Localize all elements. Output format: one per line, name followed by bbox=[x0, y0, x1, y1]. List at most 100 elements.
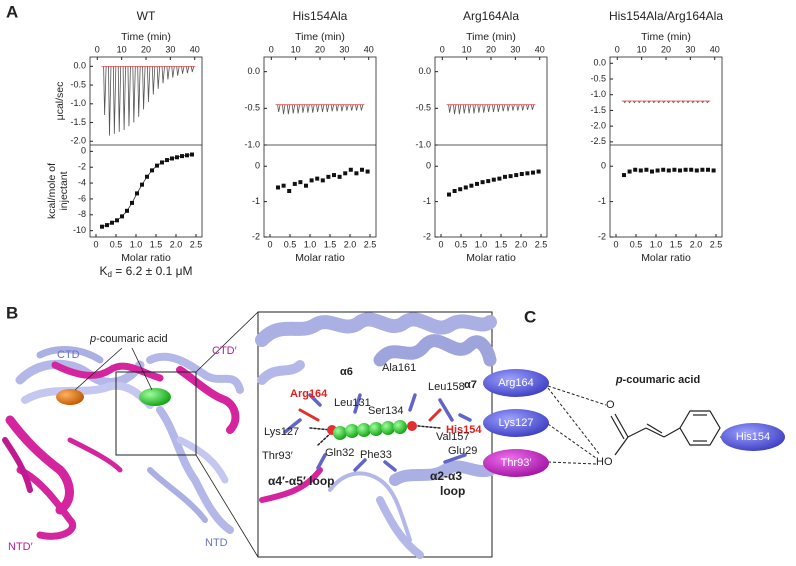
injection-peak bbox=[325, 104, 330, 113]
data-point bbox=[514, 173, 519, 178]
x-tick-label: 0 bbox=[95, 44, 100, 54]
inset-label: Thr93′ bbox=[262, 450, 293, 462]
pointer bbox=[131, 347, 153, 391]
pointer bbox=[74, 347, 123, 391]
injection-peak bbox=[132, 66, 136, 123]
data-point bbox=[170, 156, 174, 161]
inset-label: Gln32 bbox=[325, 447, 354, 459]
data-point bbox=[683, 167, 688, 172]
injection-peak bbox=[286, 104, 291, 115]
injection-peak bbox=[277, 104, 281, 113]
y-tick-label: 0.0 bbox=[418, 66, 431, 76]
injection-peak bbox=[161, 66, 165, 84]
decoration bbox=[283, 393, 472, 472]
scheme-title-text: -coumaric acid bbox=[623, 374, 701, 386]
injection-peak bbox=[667, 100, 671, 104]
decoration bbox=[407, 421, 417, 431]
data-point bbox=[638, 168, 643, 173]
x-tick-label: 1.0 bbox=[650, 239, 663, 249]
plot-frame bbox=[89, 56, 203, 238]
x-tick-label: 1.5 bbox=[495, 239, 508, 249]
x-tick-label: 2.5 bbox=[710, 239, 723, 249]
injection-peak bbox=[122, 66, 126, 131]
decoration bbox=[259, 467, 323, 503]
y-tick-label: -8 bbox=[78, 209, 86, 219]
axis-title: μcal/sec bbox=[54, 82, 66, 121]
x-tick-label: 1.5 bbox=[324, 239, 337, 249]
injection-peak bbox=[681, 100, 685, 104]
decoration bbox=[376, 496, 424, 559]
data-point bbox=[110, 220, 114, 225]
injection-peak bbox=[637, 100, 642, 104]
fit-curve bbox=[101, 154, 193, 228]
data-point bbox=[120, 214, 124, 219]
x-tick-label: 40 bbox=[535, 44, 545, 54]
panel-label: C bbox=[524, 307, 536, 326]
decoration bbox=[139, 388, 171, 406]
data-point bbox=[633, 167, 638, 172]
injection-peak bbox=[151, 66, 156, 95]
decoration bbox=[56, 389, 84, 405]
injection-peak bbox=[156, 66, 161, 89]
injection-peak bbox=[340, 104, 344, 112]
data-point bbox=[480, 180, 485, 185]
residue-ellipse bbox=[721, 423, 785, 451]
decoration bbox=[357, 423, 371, 437]
panel-label: B bbox=[6, 303, 18, 322]
injection-peak bbox=[291, 104, 296, 114]
injection-peak bbox=[477, 104, 481, 113]
data-point bbox=[706, 167, 710, 172]
x-tick-label: 1.5 bbox=[150, 239, 163, 249]
injection-peak bbox=[457, 104, 462, 115]
inset-label: α7 bbox=[464, 379, 477, 391]
injection-peak bbox=[530, 104, 535, 110]
y-tick-label: 0.0 bbox=[247, 66, 260, 76]
data-point bbox=[497, 176, 502, 181]
italic-p: p bbox=[89, 333, 96, 345]
decoration bbox=[610, 415, 625, 440]
plot-title: His154Ala/Arg164Ala bbox=[609, 9, 723, 23]
data-point bbox=[298, 180, 303, 185]
y-tick-label: -0.5 bbox=[590, 73, 606, 83]
axis-title: Time (min) bbox=[295, 31, 345, 43]
data-point bbox=[190, 152, 194, 157]
data-point bbox=[469, 183, 474, 188]
injection-peak bbox=[117, 66, 122, 132]
plot-title: WT bbox=[137, 9, 156, 23]
axis-title: Molar ratio bbox=[295, 252, 345, 264]
data-point bbox=[525, 171, 530, 176]
injection-peak bbox=[472, 104, 476, 114]
injection-peak bbox=[657, 100, 661, 104]
data-point bbox=[115, 218, 119, 223]
data-point bbox=[155, 163, 159, 168]
x-tick-label: 10 bbox=[291, 44, 301, 54]
hbond bbox=[547, 387, 601, 456]
data-point bbox=[365, 169, 370, 174]
decoration bbox=[663, 427, 681, 438]
injection-peak bbox=[482, 104, 486, 113]
injection-peak bbox=[706, 100, 710, 104]
y-tick-label: -2.5 bbox=[590, 136, 606, 146]
injection-peak bbox=[633, 100, 637, 104]
injection-peak bbox=[642, 100, 646, 104]
data-point bbox=[672, 167, 677, 172]
injection-peak bbox=[282, 104, 286, 115]
data-point bbox=[140, 182, 144, 187]
scheme-title: p-coumaric acid bbox=[615, 374, 700, 386]
injection-peak bbox=[647, 100, 651, 104]
decoration bbox=[381, 421, 395, 435]
inset-structure bbox=[255, 312, 497, 559]
data-point bbox=[627, 169, 632, 174]
x-tick-label: 0.5 bbox=[110, 239, 123, 249]
injection-peak bbox=[176, 66, 180, 76]
data-point bbox=[689, 167, 694, 172]
injection-peak bbox=[190, 66, 195, 73]
x-tick-label: 0 bbox=[438, 239, 443, 249]
y-tick-label: -0.5 bbox=[244, 103, 260, 113]
atom-label: O bbox=[606, 399, 615, 411]
data-point bbox=[287, 189, 292, 193]
axis-title: Molar ratio bbox=[121, 252, 171, 264]
injection-peak bbox=[526, 104, 530, 110]
x-tick-label: 2.5 bbox=[190, 239, 203, 249]
x-tick-label: 10 bbox=[462, 44, 472, 54]
